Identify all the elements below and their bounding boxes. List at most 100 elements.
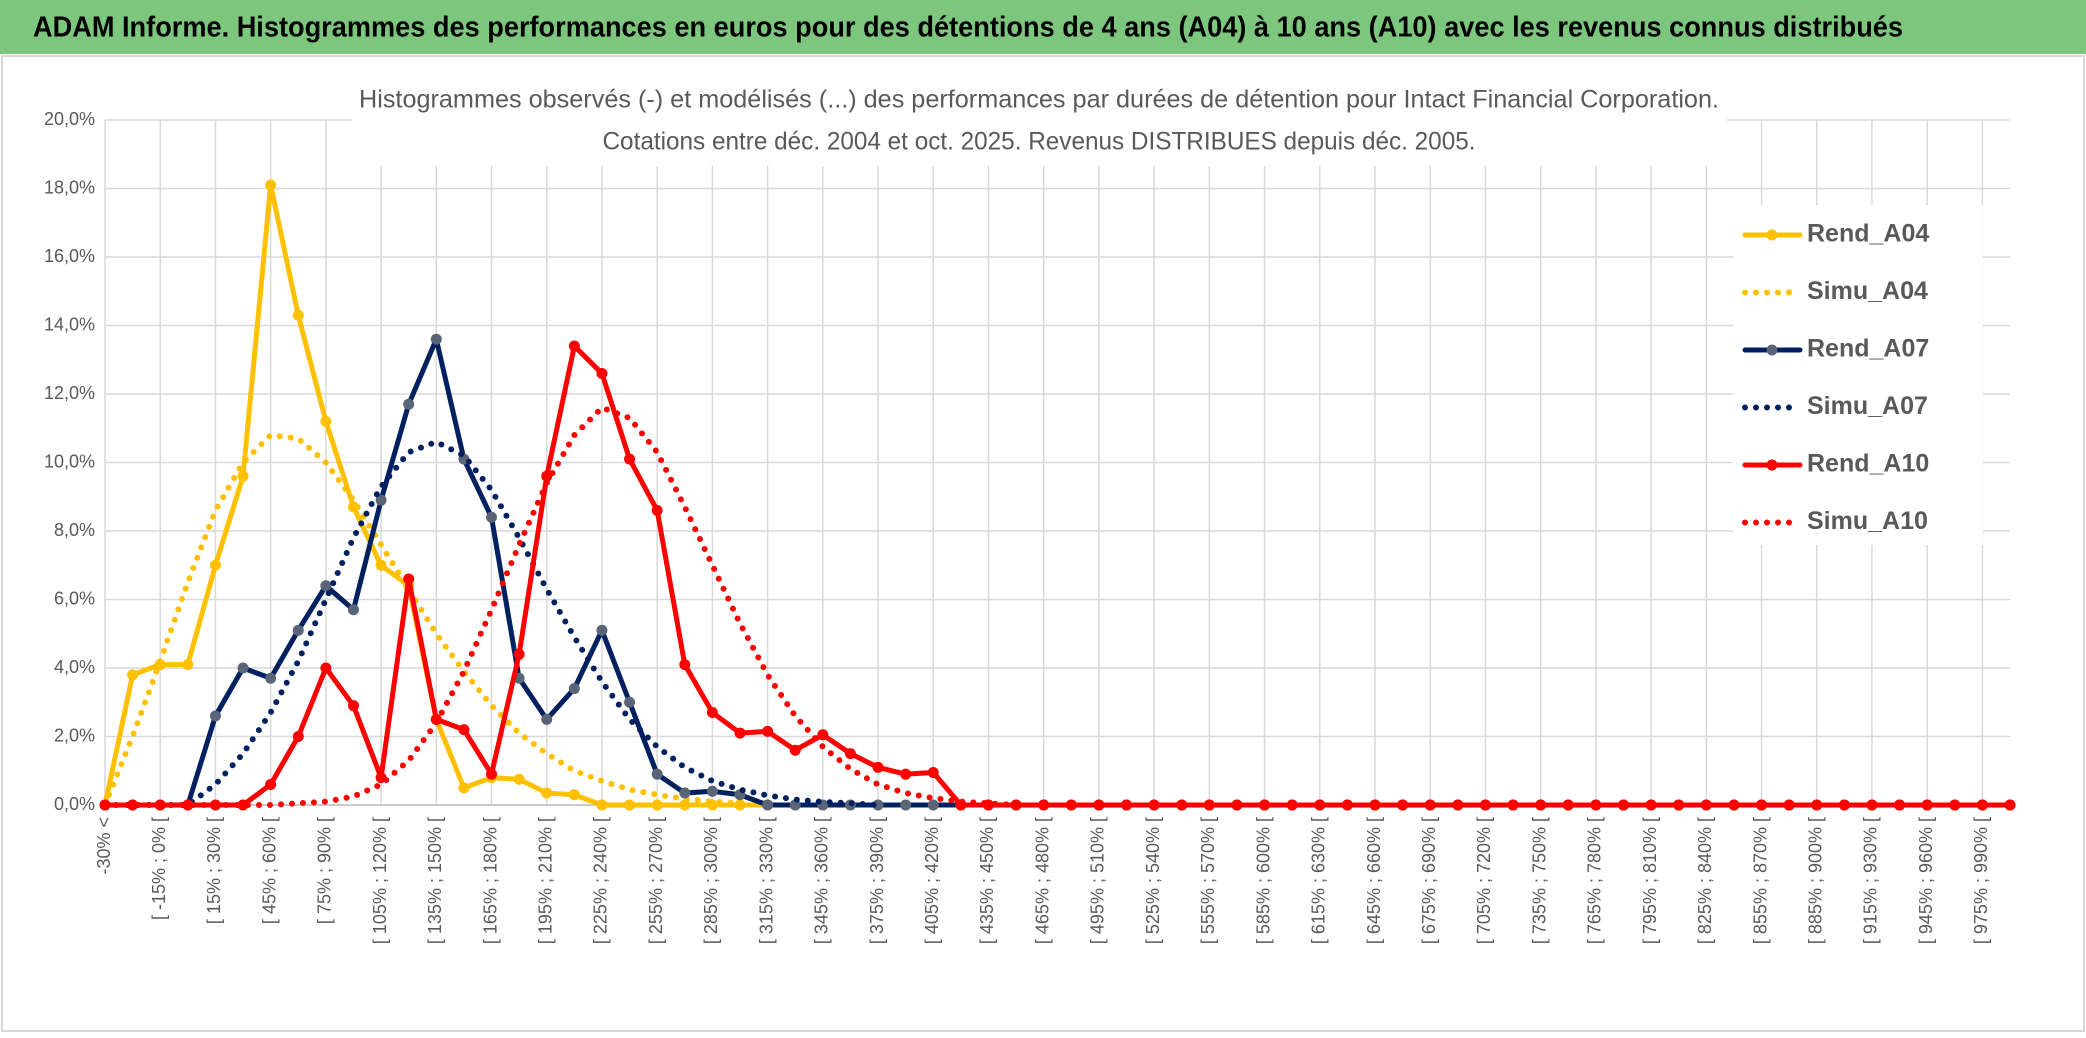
legend-label: Rend_A04 [1807, 220, 1929, 248]
x-tick-label: [ 465% ; 480% [ [1032, 817, 1052, 944]
data-point [513, 773, 525, 785]
data-point [1700, 799, 1712, 811]
data-point [1479, 799, 1491, 811]
data-point [568, 683, 580, 695]
data-point [486, 511, 498, 523]
y-tick-label: 8,0% [54, 520, 95, 540]
data-point [1673, 799, 1685, 811]
data-point [596, 367, 608, 379]
data-point [265, 179, 277, 191]
x-tick-label: [ 165% ; 180% [ [480, 817, 500, 944]
x-tick-label: [ 45% ; 60% [ [259, 817, 279, 924]
data-point [596, 799, 608, 811]
legend-marker [1766, 229, 1778, 241]
data-point [541, 713, 553, 725]
data-point [1314, 799, 1326, 811]
chart-subtitle: Cotations entre déc. 2004 et oct. 2025. … [603, 128, 1476, 156]
x-tick-label: [ 75% ; 90% [ [315, 817, 335, 924]
data-point [458, 724, 470, 736]
data-point [265, 672, 277, 684]
data-point [1507, 799, 1519, 811]
x-tick-label: [ 345% ; 360% [ [812, 817, 832, 944]
data-point [1976, 799, 1988, 811]
header-title: ADAM Informe. Histogrammes des performan… [33, 12, 1903, 44]
x-tick-label: [ 375% ; 390% [ [867, 817, 887, 944]
data-point [347, 501, 359, 513]
data-point [1038, 799, 1050, 811]
data-point [734, 727, 746, 739]
data-point [1148, 799, 1160, 811]
data-point [1065, 799, 1077, 811]
data-point [1231, 799, 1243, 811]
legend-label: Rend_A07 [1807, 335, 1929, 363]
data-point [1562, 799, 1574, 811]
data-point [1259, 799, 1271, 811]
data-point [1949, 799, 1961, 811]
x-tick-label: [ 645% ; 660% [ [1364, 817, 1384, 944]
data-point [375, 559, 387, 571]
data-point [513, 648, 525, 660]
data-point [651, 799, 663, 811]
x-tick-label: [ 525% ; 540% [ [1143, 817, 1163, 944]
x-tick-label: [ 885% ; 900% [ [1805, 817, 1825, 944]
x-tick-label: [ 255% ; 270% [ [646, 817, 666, 944]
data-point [182, 799, 194, 811]
series-line [102, 404, 1020, 808]
x-tick-label: [ 975% ; 990% [ [1971, 817, 1991, 944]
x-tick-label: [ 555% ; 570% [ [1198, 817, 1218, 944]
x-tick-label: [ 945% ; 960% [ [1916, 817, 1936, 944]
legend-label: Simu_A07 [1807, 392, 1928, 420]
data-point [347, 604, 359, 616]
data-point [1369, 799, 1381, 811]
x-tick-label: [ 585% ; 600% [ [1253, 817, 1273, 944]
x-tick-label: [ 795% ; 810% [ [1640, 817, 1660, 944]
data-point [127, 669, 139, 681]
x-tick-label: [ 705% ; 720% [ [1474, 817, 1494, 944]
x-tick-label: [ 435% ; 450% [ [977, 817, 997, 944]
data-point [1617, 799, 1629, 811]
data-point [320, 580, 332, 592]
data-point [1286, 799, 1298, 811]
x-tick-label: [ 315% ; 330% [ [756, 817, 776, 944]
x-tick-label: [ 195% ; 210% [ [535, 817, 555, 944]
chart-frame [1, 55, 2085, 1032]
legend-bg [1733, 205, 1983, 545]
legend: Rend_A04 Simu_A04 Rend_A07 Simu_A07 Rend_A10… [1733, 205, 1983, 545]
data-point [927, 799, 939, 811]
x-tick-label: [ 15% ; 30% [ [204, 817, 224, 924]
data-point [1811, 799, 1823, 811]
data-point [651, 504, 663, 516]
data-point [706, 707, 718, 719]
x-tick-label: [ 825% ; 840% [ [1695, 817, 1715, 944]
data-point [872, 761, 884, 773]
data-point [127, 799, 139, 811]
data-point [320, 662, 332, 674]
data-point [237, 662, 249, 674]
x-tick-label: [ 615% ; 630% [ [1309, 817, 1329, 944]
y-tick-label: 0,0% [54, 794, 95, 814]
y-tick-label: 10,0% [44, 451, 95, 471]
data-point [1010, 799, 1022, 811]
x-tick-label: [ 225% ; 240% [ [591, 817, 611, 944]
y-tick-label: 14,0% [44, 314, 95, 334]
data-point [679, 799, 691, 811]
data-point [1728, 799, 1740, 811]
data-point [734, 799, 746, 811]
data-point [1866, 799, 1878, 811]
data-point [596, 624, 608, 636]
data-point [844, 748, 856, 760]
data-point [265, 778, 277, 790]
data-point [292, 309, 304, 321]
x-tick-label: [ 855% ; 870% [ [1750, 817, 1770, 944]
title-bg [352, 82, 1727, 166]
header-bar [0, 0, 2086, 54]
legend-marker [1766, 459, 1778, 471]
x-tick-label: [ 105% ; 120% [ [370, 817, 390, 944]
data-point [679, 787, 691, 799]
y-tick-label: 4,0% [54, 657, 95, 677]
data-point [237, 470, 249, 482]
x-tick-label: [ 285% ; 300% [ [701, 817, 721, 944]
data-point [651, 768, 663, 780]
y-tick-label: 18,0% [44, 177, 95, 197]
